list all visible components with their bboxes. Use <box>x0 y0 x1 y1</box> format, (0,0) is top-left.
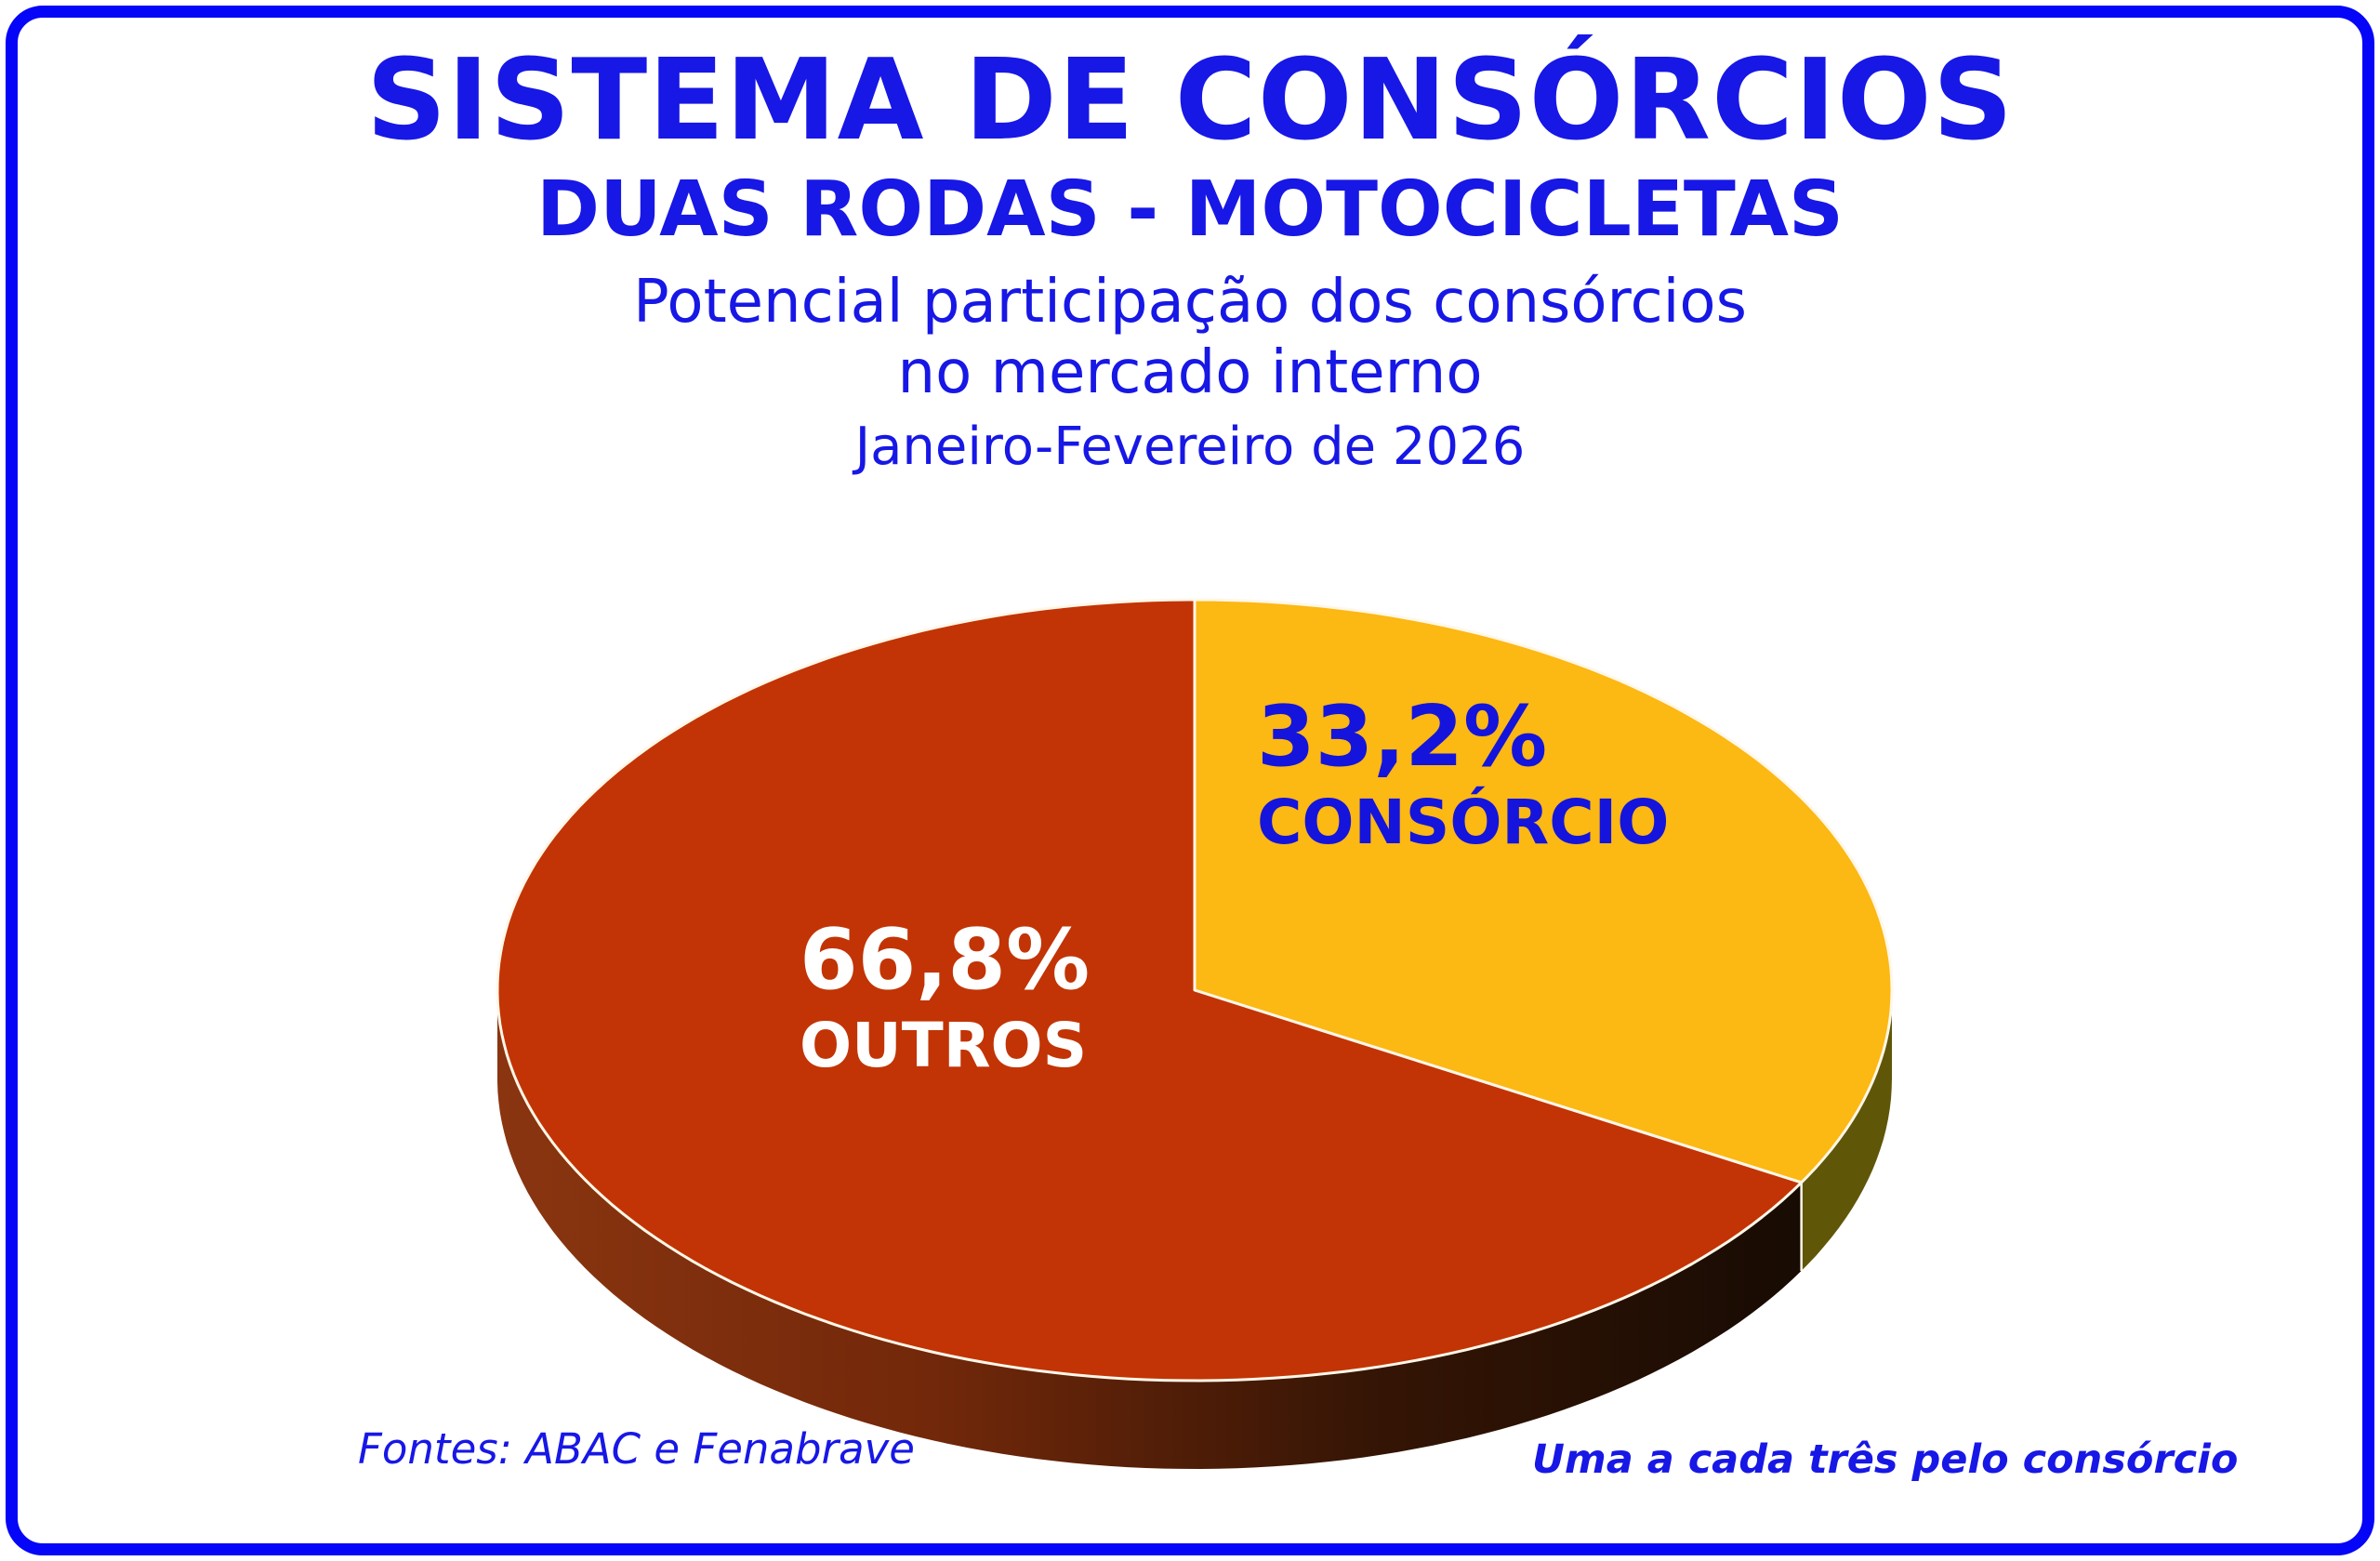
pie-side-outros <box>497 990 1802 1469</box>
chart-title-line2: no mercado interno <box>897 337 1483 407</box>
page-subtitle: DUAS RODAS - MOTOCICLETAS <box>536 165 1844 255</box>
pie-slice-consórcio <box>1193 598 1894 1184</box>
sources-note: Fontes: ABAC e Fenabrave <box>358 1424 915 1474</box>
highlight-note: Uma a cada três pelo consórcio <box>1532 1436 2239 1483</box>
header: SISTEMA DE CONSÓRCIOS DUAS RODAS - MOTOC… <box>0 36 2380 478</box>
page-title: SISTEMA DE CONSÓRCIOS <box>365 36 2015 165</box>
chart-title-line1: Potencial participação dos consórcios <box>633 267 1747 337</box>
slice-value-consorcio: 33,2% <box>1257 688 1548 786</box>
slice-name-consorcio: CONSÓRCIO <box>1257 787 1670 858</box>
slice-value-outros: 66,8% <box>800 911 1091 1009</box>
chart-period: Janeiro-Fevereiro de 2026 <box>854 416 1526 477</box>
slice-label-consorcio: 33,2% CONSÓRCIO <box>1257 695 1669 853</box>
pie-slice-outros <box>496 598 1804 1382</box>
slice-name-outros: OUTROS <box>800 1010 1088 1081</box>
slice-label-outros: 66,8% OUTROS <box>800 919 1090 1077</box>
